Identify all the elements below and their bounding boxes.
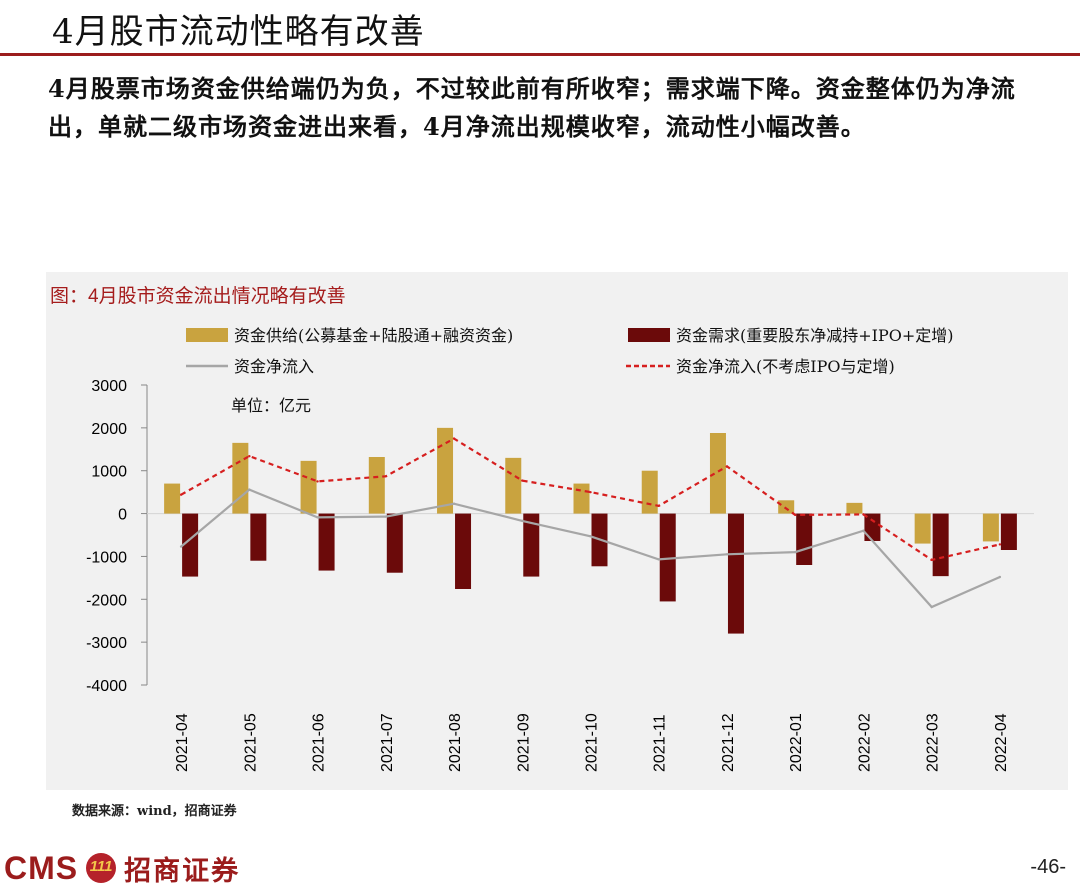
- supply-bar: [982, 513, 999, 542]
- supply-bar: [709, 433, 726, 514]
- demand-bar: [1000, 513, 1017, 550]
- net-inflow-point: [862, 529, 865, 532]
- net-inflow-ex-ipo-point: [657, 504, 660, 508]
- net-inflow-point: [998, 575, 1002, 579]
- demand-bar: [386, 513, 403, 573]
- net-inflow-point: [930, 605, 933, 609]
- demand-bar: [318, 513, 335, 571]
- x-tick-label: 2021-10: [584, 713, 601, 772]
- legend-demand-label: 资金需求(重要股东净减持+IPO+定增): [676, 326, 954, 345]
- net-inflow-point: [589, 535, 592, 538]
- logo-badge-icon: 111: [86, 853, 117, 883]
- supply-bar: [641, 470, 658, 514]
- demand-bar: [250, 513, 267, 561]
- demand-bar: [727, 513, 744, 634]
- demand-bar: [455, 513, 472, 589]
- demand-bar: [932, 513, 949, 577]
- y-tick-label: 2000: [91, 421, 127, 438]
- net-inflow-point: [725, 553, 729, 556]
- supply-bar: [300, 460, 317, 514]
- net-inflow-point: [316, 516, 319, 519]
- x-tick-label: 2021-11: [652, 714, 669, 772]
- y-tick-label: -2000: [86, 592, 127, 609]
- x-tick-label: 2021-09: [515, 713, 532, 772]
- net-inflow-ex-ipo-point: [930, 558, 933, 562]
- legend-net-ex-label: 资金净流入(不考虑IPO与定增): [676, 357, 895, 376]
- net-inflow-point: [179, 545, 183, 548]
- y-tick-label: -4000: [86, 678, 127, 695]
- supply-bar: [437, 427, 454, 514]
- legend-demand-swatch: [628, 328, 670, 342]
- supply-bar: [505, 457, 522, 514]
- page-number: -46-: [1030, 856, 1066, 878]
- net-inflow-ex-ipo-point: [452, 437, 456, 440]
- x-tick-label: 2021-05: [242, 713, 259, 772]
- x-tick-label: 2021-07: [379, 713, 396, 772]
- logo-cms-text: CMS: [4, 849, 79, 886]
- demand-bar: [523, 513, 540, 577]
- net-inflow-point: [793, 550, 797, 554]
- data-source-note: 数据来源：wind，招商证券: [72, 804, 237, 819]
- net-inflow-point: [248, 488, 251, 491]
- net-inflow-point: [657, 558, 660, 561]
- title-divider: [0, 53, 1080, 56]
- legend-net-label: 资金净流入: [234, 357, 314, 376]
- chart-panel: 图：4月股市资金流出情况略有改善 3000 2000 1000 0 -1000 -2000 -…: [46, 272, 1068, 790]
- summary-paragraph: 4月股票市场资金供给端仍为负，不过较此前有所收窄；需求端下降。资金整体仍为净流出…: [48, 74, 1016, 141]
- net-inflow-ex-ipo-point: [998, 543, 1002, 546]
- legend-supply-label: 资金供给(公募基金+陆股通+融资资金): [234, 326, 513, 345]
- y-tick-label: -3000: [86, 635, 127, 652]
- supply-bar: [778, 500, 795, 514]
- x-tick-label: 2021-12: [720, 713, 737, 772]
- net-inflow-ex-ipo-point: [248, 454, 251, 458]
- y-tick-label: 0: [118, 507, 127, 524]
- supply-bar: [846, 502, 863, 514]
- supply-bar: [573, 483, 590, 514]
- net-inflow-point: [521, 519, 524, 523]
- net-inflow-ex-ipo-point: [862, 513, 865, 516]
- x-tick-label: 2021-08: [447, 713, 464, 772]
- supply-bar: [232, 442, 249, 514]
- x-tick-label: 2022-01: [788, 713, 805, 772]
- demand-bar: [864, 513, 881, 541]
- demand-bar: [182, 513, 199, 577]
- supply-bar: [914, 513, 931, 544]
- x-tick-label: 2021-06: [311, 713, 328, 772]
- brand-logo: CMS 111 招商证券: [4, 848, 240, 888]
- net-inflow-ex-ipo-point: [589, 490, 592, 494]
- net-inflow-point: [384, 515, 388, 518]
- chart-canvas: 图：4月股市资金流出情况略有改善 3000 2000 1000 0 -1000 -2000 -…: [50, 285, 1034, 772]
- y-tick-label: -1000: [86, 549, 127, 566]
- x-tick-label: 2022-03: [925, 713, 942, 772]
- net-inflow-ex-ipo-point: [384, 475, 388, 478]
- net-inflow-ex-ipo-point: [179, 493, 183, 496]
- x-tick-label: 2022-04: [993, 713, 1010, 772]
- net-inflow-ex-ipo-point: [316, 480, 319, 483]
- logo-company-name: 招商证券: [124, 855, 241, 887]
- chart-title: 图：4月股市资金流出情况略有改善: [50, 285, 346, 307]
- net-inflow-point: [452, 502, 456, 505]
- legend-supply-swatch: [186, 328, 228, 342]
- supply-bar: [164, 483, 181, 514]
- x-tick-label: 2021-04: [174, 713, 191, 772]
- y-tick-label: 3000: [91, 378, 127, 395]
- page-title: 4月股市流动性略有改善: [52, 12, 425, 52]
- net-inflow-ex-ipo-point: [725, 465, 729, 468]
- unit-label: 单位：亿元: [231, 396, 311, 415]
- demand-bar: [796, 513, 813, 565]
- demand-bar: [659, 513, 676, 602]
- net-inflow-ex-ipo-point: [793, 513, 797, 517]
- y-tick-label: 1000: [91, 464, 127, 481]
- x-tick-label: 2022-02: [856, 713, 873, 772]
- net-inflow-ex-ipo-point: [521, 479, 524, 482]
- logo-badge-text: 111: [89, 858, 113, 875]
- supply-bar: [368, 457, 385, 514]
